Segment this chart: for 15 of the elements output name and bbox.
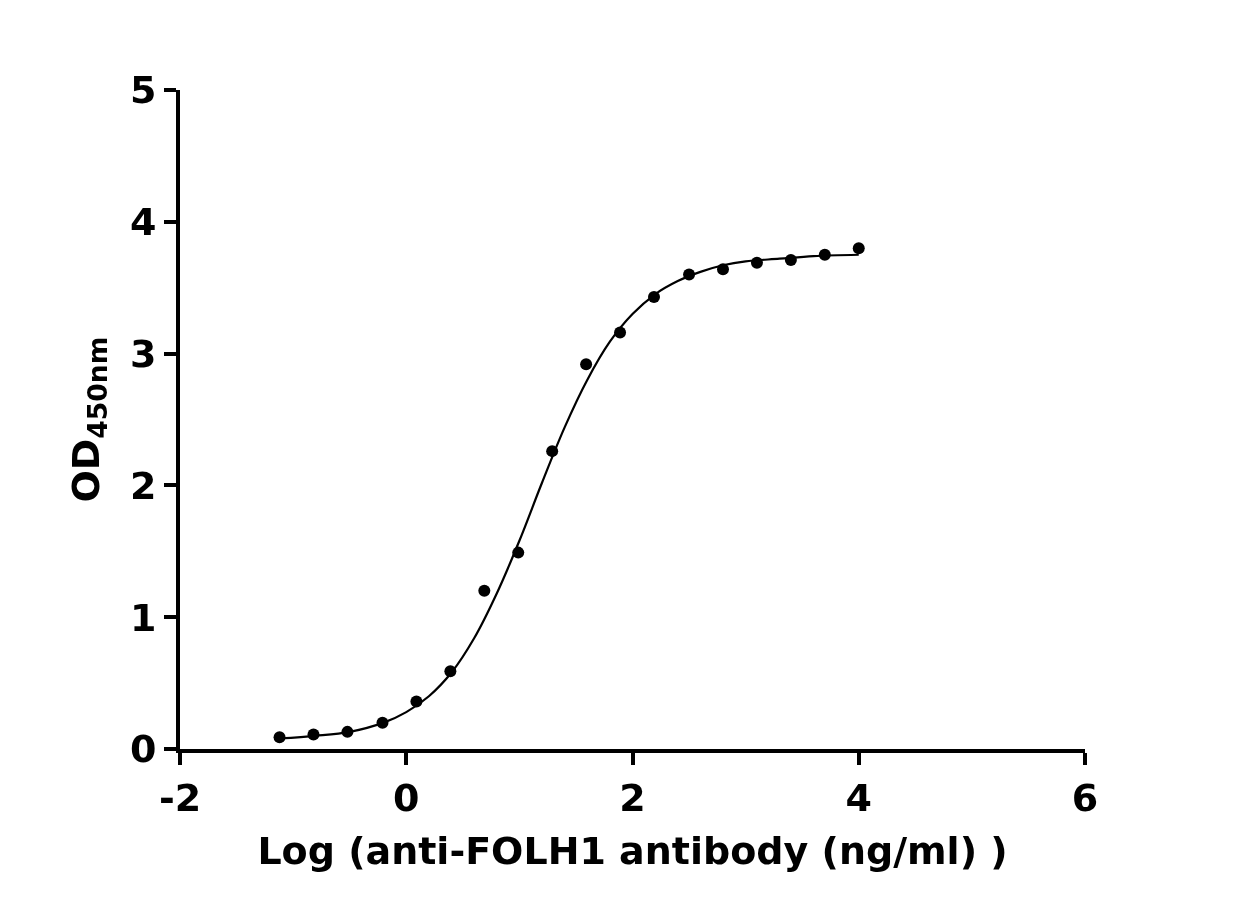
x-tick-label: 0 xyxy=(393,775,420,820)
y-tick-label: 1 xyxy=(129,595,157,640)
x-tick-label: -2 xyxy=(158,775,202,820)
point xyxy=(580,358,593,371)
y-tick-label: 2 xyxy=(129,463,157,508)
y-tick-label: 5 xyxy=(129,68,157,113)
y-tick-label: 0 xyxy=(129,727,157,772)
y-tick-label: 4 xyxy=(129,200,157,245)
point xyxy=(852,242,865,255)
y-tick-label: 3 xyxy=(129,331,157,376)
x-tick-label: 4 xyxy=(845,775,872,820)
point xyxy=(478,584,491,597)
x-tick-label: 2 xyxy=(619,775,646,820)
x-axis-title: Log (anti-FOLH1 antibody (ng/ml) ) xyxy=(257,829,1008,874)
x-tick-label: 6 xyxy=(1071,775,1099,820)
